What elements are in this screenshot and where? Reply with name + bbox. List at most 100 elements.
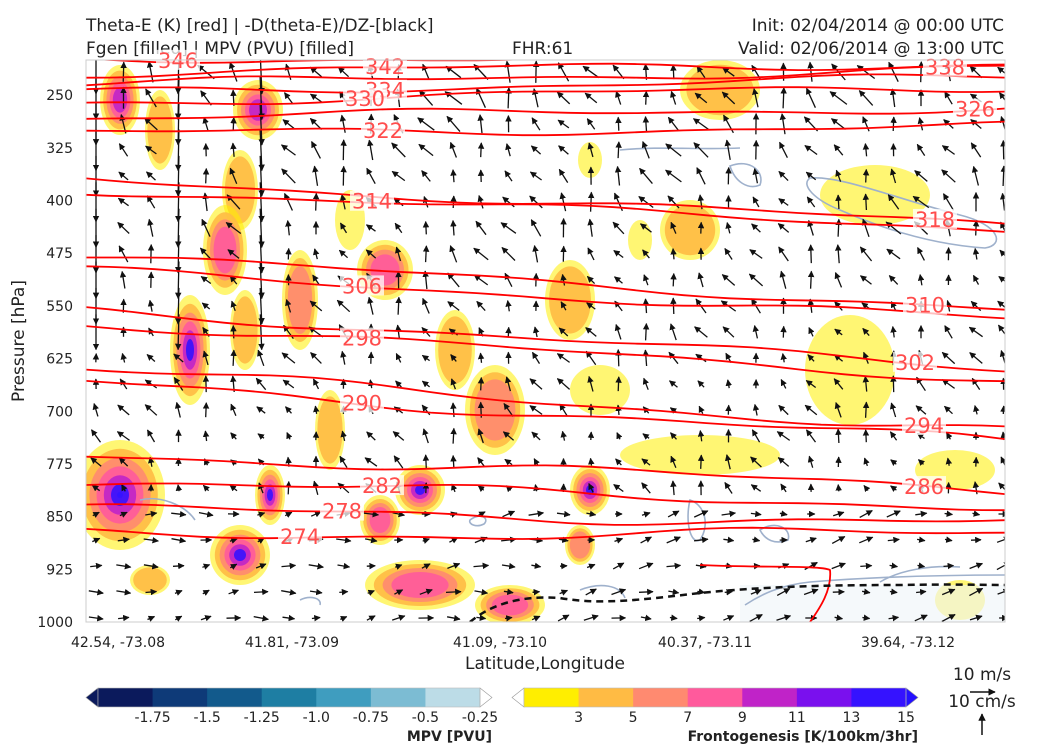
wind-vector <box>117 536 130 544</box>
wind-vector <box>915 510 928 518</box>
fgen-fill-patch <box>620 435 780 475</box>
wind-vector <box>859 536 874 544</box>
wind-vector <box>556 378 571 390</box>
wind-vector <box>582 65 600 79</box>
mpv-contour <box>758 524 790 543</box>
colorbar-swatch <box>633 688 689 707</box>
wind-vector <box>915 405 927 415</box>
wind-vector <box>803 588 819 596</box>
fgen-fill-patch <box>820 165 930 225</box>
wind-vector <box>531 117 541 131</box>
wind-vector <box>230 432 237 440</box>
theta-e-contour <box>86 73 1005 94</box>
contour-label-halo <box>343 88 387 109</box>
wind-vector <box>640 614 652 622</box>
forecast-hour: FHR:61 <box>512 39 573 59</box>
wind-vector <box>942 193 955 211</box>
wind-vector <box>88 614 104 622</box>
colorbar-swatch <box>687 688 743 707</box>
wind-vector <box>313 405 320 414</box>
wind-vector <box>969 614 983 621</box>
wind-vector <box>693 510 709 518</box>
wind-vector <box>505 300 512 312</box>
wind-vector <box>638 195 654 209</box>
wind-vector <box>258 76 265 121</box>
wind-vector <box>831 536 846 544</box>
colorbar-swatch <box>524 688 580 707</box>
wind-vector <box>229 167 238 185</box>
wind-vector <box>665 169 682 183</box>
wind-vector <box>831 562 846 570</box>
wind-vector <box>912 195 930 209</box>
wind-vector <box>834 301 843 311</box>
wind-vector <box>863 484 871 493</box>
wind-vector <box>588 457 595 466</box>
wind-vector <box>282 379 295 389</box>
wind-vector <box>559 192 567 212</box>
wind-vector <box>258 102 265 146</box>
wind-vector <box>642 377 649 390</box>
wind-vector <box>587 218 594 237</box>
colorbar-swatch <box>207 688 263 707</box>
wind-vector <box>174 589 183 596</box>
wind-vector <box>174 615 183 622</box>
wind-vector <box>202 402 210 418</box>
wind-vector <box>365 249 377 259</box>
wind-vector <box>917 117 925 131</box>
wind-vector <box>889 588 898 595</box>
wind-vector <box>118 143 129 157</box>
wind-vector <box>830 118 846 130</box>
wind-vector <box>670 90 677 105</box>
wind-vector <box>147 218 154 237</box>
wind-vector <box>613 249 624 259</box>
wind-vector <box>861 588 871 595</box>
wind-vector <box>395 380 403 388</box>
init-time: Init: 02/04/2014 @ 00:00 UTC <box>752 16 1004 36</box>
wind-vector <box>118 171 129 181</box>
wind-vector <box>585 588 597 596</box>
wind-vector <box>585 350 597 366</box>
wind-vector <box>505 143 512 157</box>
wind-vector <box>532 588 541 596</box>
wind-vector <box>695 562 707 570</box>
colorbar-swatch <box>261 688 317 707</box>
wind-vector <box>197 64 215 80</box>
theta-e-label-layer: 3463423383343303263223183143103063022982… <box>156 49 997 549</box>
wind-vector <box>91 484 101 492</box>
contour-label-halo <box>363 56 407 77</box>
wind-vector <box>586 563 596 570</box>
wind-vector <box>202 589 210 596</box>
contour-label-halo <box>913 208 957 229</box>
wind-vector <box>229 563 238 570</box>
wind-vector <box>391 170 406 182</box>
wind-vector <box>281 352 296 364</box>
wind-vector <box>339 222 348 234</box>
fgen-fill-patch <box>438 316 472 384</box>
wind-vector <box>859 510 873 518</box>
contour-label-halo <box>361 120 405 141</box>
wind-vector <box>586 302 596 310</box>
wind-vector <box>255 563 267 570</box>
wind-vector <box>693 142 709 158</box>
wind-vector <box>365 224 376 232</box>
wind-vector <box>943 562 955 570</box>
wind-vector <box>200 615 212 622</box>
wind-vector <box>969 65 983 79</box>
wind-vector <box>914 614 928 622</box>
wind-vector <box>144 404 158 416</box>
wind-vector <box>558 327 569 337</box>
wind-vector <box>367 296 374 315</box>
colorbar-extend-min <box>85 687 99 708</box>
colorbar-swatch <box>851 688 907 707</box>
wind-vector <box>366 167 376 185</box>
wind-vector <box>174 314 182 351</box>
fgen-fill-patch <box>117 492 123 498</box>
wind-vector <box>752 196 760 208</box>
wind-vector <box>776 431 791 441</box>
fgen-fill-patch <box>232 296 258 364</box>
fgen-fill-patch <box>664 204 716 256</box>
wind-vector <box>642 322 650 341</box>
wind-vector <box>503 588 514 596</box>
wind-vector <box>446 115 461 133</box>
fgen-fill-patch <box>186 339 194 361</box>
